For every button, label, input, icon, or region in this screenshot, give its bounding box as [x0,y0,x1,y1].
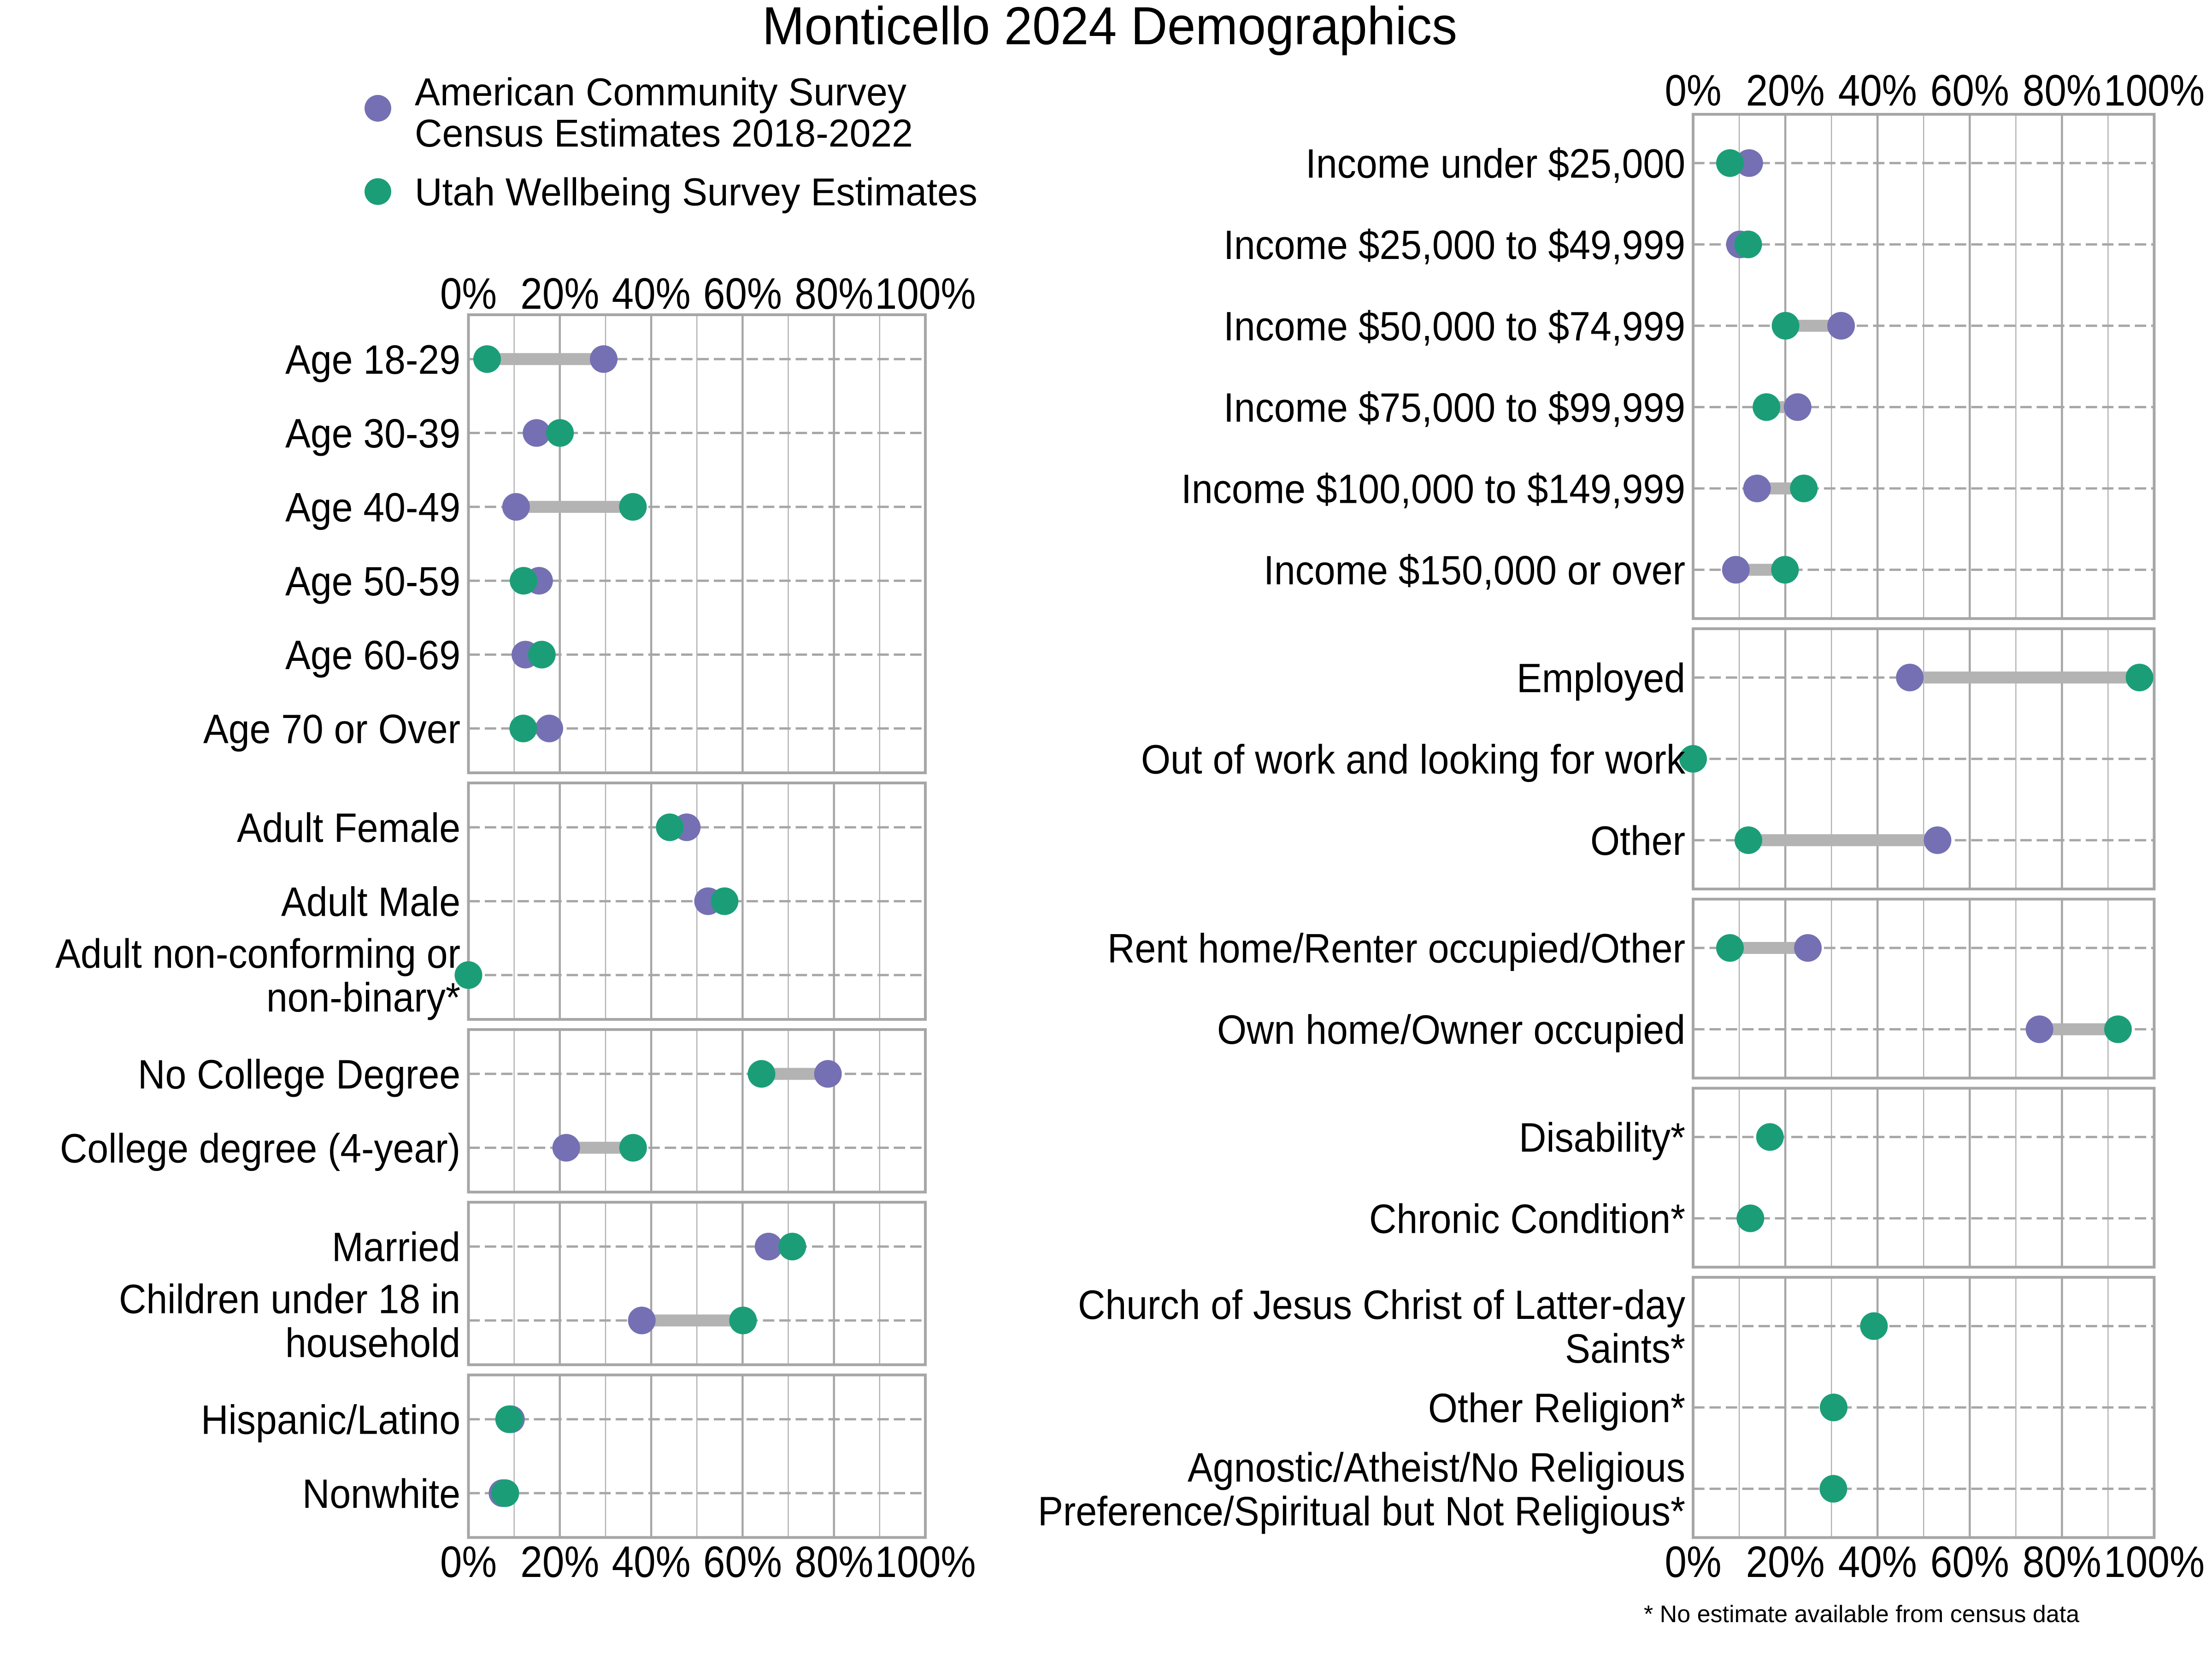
svg-text:Income $150,000 or over: Income $150,000 or over [1264,547,1685,593]
svg-text:Other Religion*: Other Religion* [1428,1385,1685,1431]
svg-text:Age 18-29: Age 18-29 [285,336,460,382]
svg-text:Preference/Spiritual but Not R: Preference/Spiritual but Not Religious* [1038,1488,1685,1534]
svg-text:20%: 20% [1746,66,1825,115]
svg-text:100%: 100% [875,1537,976,1587]
svg-text:80%: 80% [794,269,873,318]
svg-text:Hispanic/Latino: Hispanic/Latino [201,1397,460,1443]
svg-text:Adult Male: Adult Male [281,878,460,924]
svg-text:Age 30-39: Age 30-39 [285,410,460,456]
svg-text:60%: 60% [1930,66,2009,115]
svg-text:Income under $25,000: Income under $25,000 [1306,141,1685,187]
svg-text:40%: 40% [1838,1537,1917,1587]
svg-text:0%: 0% [440,269,497,318]
svg-text:Income $75,000 to $99,999: Income $75,000 to $99,999 [1224,384,1685,430]
svg-text:60%: 60% [1930,1537,2009,1587]
svg-text:Monticello 2024 Demographics: Monticello 2024 Demographics [762,0,1457,56]
svg-text:Chronic Condition*: Chronic Condition* [1369,1196,1685,1242]
svg-text:Age 40-49: Age 40-49 [285,484,460,530]
svg-text:Income $50,000 to $74,999: Income $50,000 to $74,999 [1224,303,1685,349]
svg-text:100%: 100% [2104,1537,2205,1587]
svg-text:Church of Jesus Christ of Latt: Church of Jesus Christ of Latter-day [1078,1282,1685,1328]
svg-text:household: household [285,1320,460,1366]
svg-text:No College Degree: No College Degree [138,1051,460,1097]
svg-text:Adult non-conforming or: Adult non-conforming or [55,930,460,977]
svg-text:0%: 0% [440,1537,497,1587]
svg-text:American Community Survey: American Community Survey [415,71,907,114]
svg-text:non-binary*: non-binary* [266,974,460,1020]
svg-text:Income $100,000 to $149,999: Income $100,000 to $149,999 [1181,466,1685,512]
svg-text:Saints*: Saints* [1565,1325,1685,1371]
svg-text:20%: 20% [1746,1537,1825,1587]
svg-text:0%: 0% [1665,66,1722,115]
svg-text:Own home/Owner occupied: Own home/Owner occupied [1217,1006,1685,1053]
svg-text:20%: 20% [520,1537,599,1587]
svg-text:Disability*: Disability* [1519,1114,1685,1160]
svg-text:60%: 60% [703,1537,782,1587]
svg-text:Out of work and looking for wo: Out of work and looking for work [1141,736,1685,782]
svg-text:Age 50-59: Age 50-59 [285,558,460,604]
svg-text:0%: 0% [1665,1537,1722,1587]
svg-text:100%: 100% [875,269,976,318]
svg-text:80%: 80% [2023,1537,2101,1587]
svg-text:Rent home/Renter occupied/Othe: Rent home/Renter occupied/Other [1107,925,1685,971]
svg-text:40%: 40% [612,1537,691,1587]
svg-text:* No estimate available from c: * No estimate available from census data [1644,1601,2079,1628]
svg-text:80%: 80% [794,1537,873,1587]
svg-text:Other: Other [1590,818,1685,864]
svg-text:Utah Wellbeing Survey Estimate: Utah Wellbeing Survey Estimates [415,171,977,214]
svg-text:40%: 40% [612,269,691,318]
svg-text:Children under 18 in: Children under 18 in [119,1276,460,1322]
svg-text:Nonwhite: Nonwhite [302,1471,460,1517]
svg-text:Age 60-69: Age 60-69 [285,632,460,678]
svg-text:Agnostic/Atheist/No Religious: Agnostic/Atheist/No Religious [1188,1444,1685,1490]
svg-text:100%: 100% [2104,66,2205,115]
svg-text:20%: 20% [520,269,599,318]
svg-text:Age 70 or Over: Age 70 or Over [203,706,460,752]
svg-text:College degree (4-year): College degree (4-year) [60,1125,460,1171]
svg-text:Census Estimates 2018-2022: Census Estimates 2018-2022 [415,112,913,155]
svg-text:Employed: Employed [1517,655,1685,701]
svg-text:Married: Married [332,1224,460,1270]
svg-text:60%: 60% [703,269,782,318]
svg-text:Adult Female: Adult Female [237,805,460,851]
svg-text:Income $25,000 to $49,999: Income $25,000 to $49,999 [1224,222,1685,268]
svg-text:80%: 80% [2023,66,2101,115]
svg-text:40%: 40% [1838,66,1917,115]
